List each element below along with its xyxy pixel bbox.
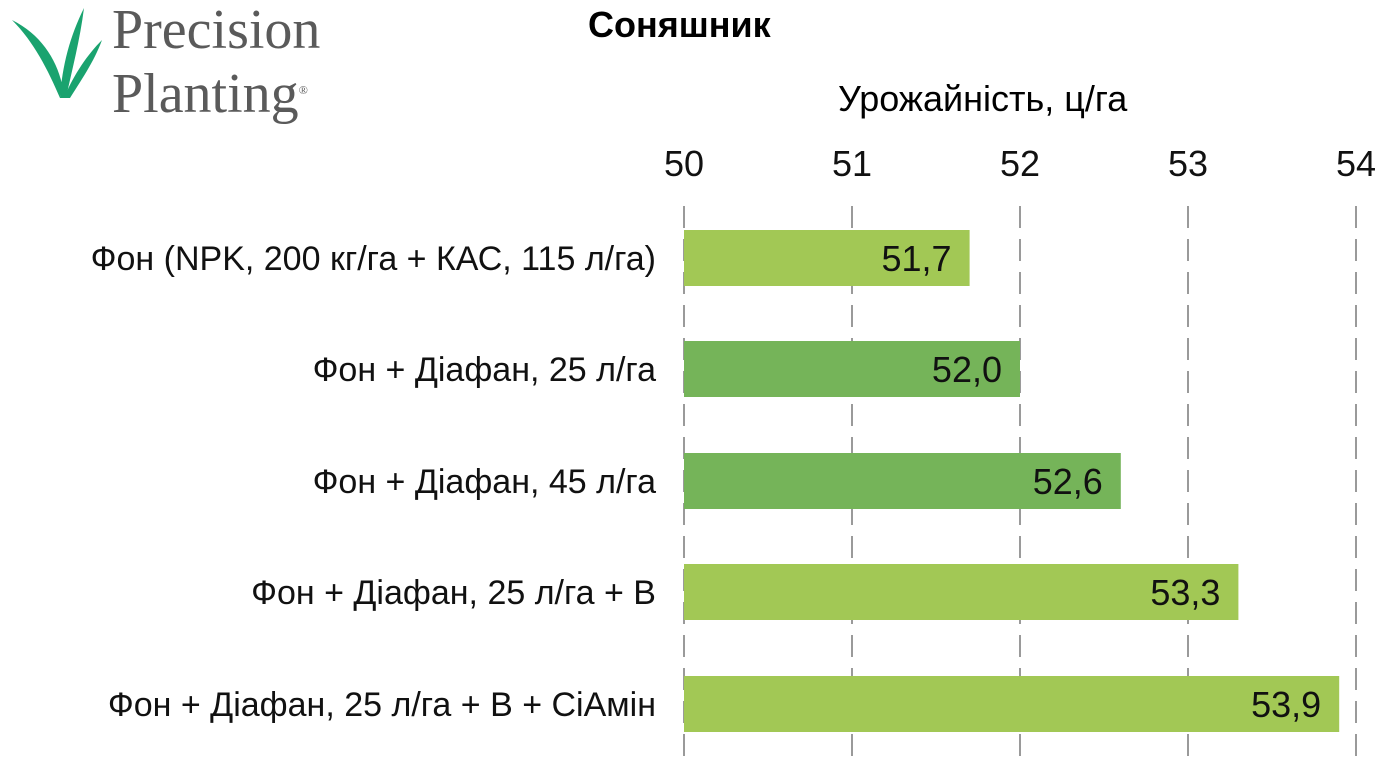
logo-text-line2-word: Planting xyxy=(112,63,299,125)
category-label: Фон + Діафан, 25 л/га xyxy=(313,351,657,389)
category-label: Фон + Діафан, 25 л/га + В xyxy=(251,574,656,612)
bar xyxy=(684,453,1121,509)
registered-mark: ® xyxy=(298,83,308,97)
bar xyxy=(684,341,1020,397)
x-tick-label: 52 xyxy=(1000,143,1040,184)
data-label: 53,9 xyxy=(1251,684,1321,725)
x-tick-label: 53 xyxy=(1168,143,1208,184)
x-tick-label: 51 xyxy=(832,143,872,184)
data-label: 51,7 xyxy=(882,238,952,279)
category-label: Фон (NPK, 200 кг/га + КАС, 115 л/га) xyxy=(91,240,656,278)
bar xyxy=(684,230,970,286)
category-labels: Фон (NPK, 200 кг/га + КАС, 115 л/га) Фон … xyxy=(91,240,656,724)
bar xyxy=(684,564,1239,620)
x-tick-label: 50 xyxy=(664,143,704,184)
category-label: Фон + Діафан, 25 л/га + В + СіАмін xyxy=(108,686,656,724)
logo-text-line1: Precision xyxy=(112,0,321,61)
precision-planting-logo: Precision Planting® xyxy=(0,0,345,135)
data-label: 52,0 xyxy=(932,349,1002,390)
data-labels: 51,7 52,0 52,6 53,3 53,9 xyxy=(882,238,1322,725)
x-tick-label: 54 xyxy=(1336,143,1376,184)
leaf-logo-icon xyxy=(12,8,102,98)
data-label: 53,3 xyxy=(1150,572,1220,613)
data-label: 52,6 xyxy=(1033,461,1103,502)
x-axis-label: Урожайність, ц/га xyxy=(838,78,1128,119)
bar xyxy=(684,676,1340,732)
logo-text-line2: Planting® xyxy=(112,66,308,122)
chart-title: Соняшник xyxy=(588,4,771,45)
category-label: Фон + Діафан, 45 л/га xyxy=(313,463,657,501)
x-axis-ticks: 50 51 52 53 54 xyxy=(664,143,1376,184)
bars xyxy=(684,230,1340,732)
